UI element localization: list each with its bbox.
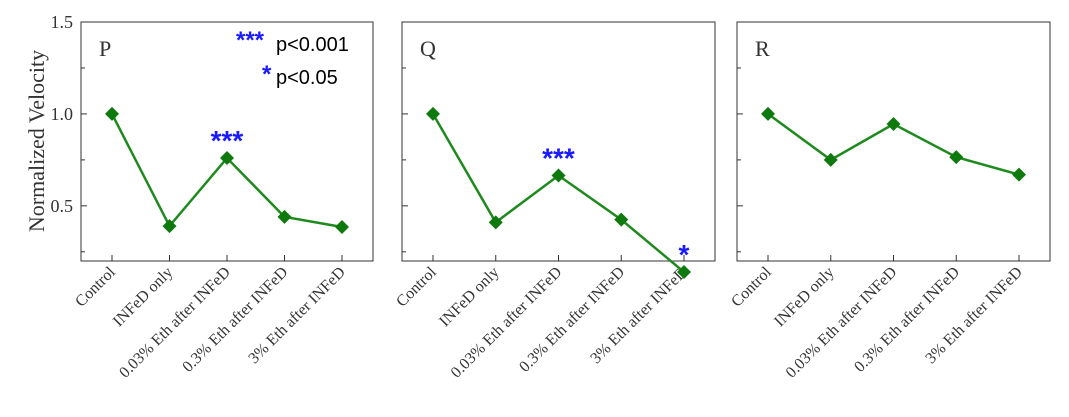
panel-letter: P [99,36,111,61]
legend-text-2: p<0.05 [276,67,338,89]
data-point [761,106,775,121]
data-point [677,265,691,280]
data-point [162,219,177,234]
data-point [105,106,119,121]
x-tick-label: 0.3% Eth after INFeD [851,264,963,376]
y-axis-label: Normalized Velocity [24,50,49,232]
x-tick-label: INFeD only [436,264,502,330]
x-tick-label: 0.3% Eth after INFeD [179,264,291,376]
y-tick-label: 1.0 [51,104,74,124]
data-point [426,106,440,121]
data-point [614,212,629,227]
significance-marker: *** [542,143,575,174]
x-tick-label: Control [728,263,775,310]
y-tick-label: 1.5 [51,12,74,32]
significance-marker: * [679,239,690,270]
data-point [277,209,292,224]
data-point [220,151,234,166]
significance-legend: *** p<0.001 * p<0.05 [236,27,349,89]
data-point [886,117,901,132]
x-tick-label: 0.03% Eth after INFeD [448,264,566,382]
series-line [431,113,685,273]
x-tick-label: INFeD only [771,264,837,330]
legend-stars-1: *** [236,27,265,54]
data-point [949,150,964,165]
data-point [823,152,838,167]
significance-marker: *** [211,125,244,156]
legend-stars-2: * [262,61,272,88]
x-tick-label: 0.3% Eth after INFeD [516,264,628,376]
data-point [335,219,349,234]
x-tick-label: 0.03% Eth after INFeD [116,264,234,382]
y-tick-label: 0.5 [51,196,74,216]
data-point [488,215,503,230]
data-point [1012,167,1026,182]
x-tick-label: Control [393,263,440,310]
panel-letter: Q [420,36,436,61]
x-tick-label: 0.03% Eth after INFeD [783,264,901,382]
data-point [551,168,566,183]
x-tick-label: 3% Eth after INFeD [245,264,348,367]
panel-letter: R [755,36,770,61]
x-tick-label: Control [72,263,119,310]
panel-frame [736,21,1051,262]
legend-text-1: p<0.001 [276,34,349,56]
